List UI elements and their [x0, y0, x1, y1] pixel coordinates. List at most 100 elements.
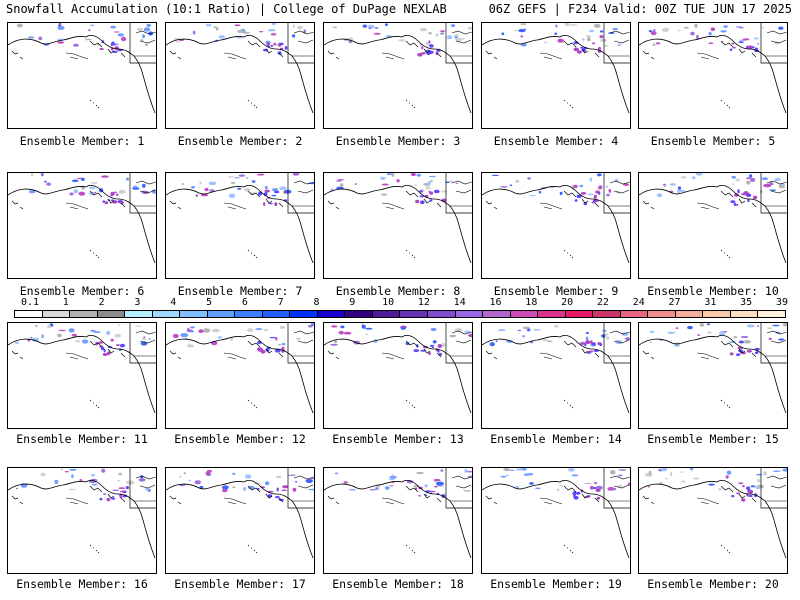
- colorbar-swatch: [455, 311, 484, 317]
- ensemble-member-label: Ensemble Member: 5: [650, 134, 776, 148]
- ensemble-member-map: [481, 322, 631, 429]
- ensemble-member-label: Ensemble Member: 14: [490, 432, 622, 446]
- ensemble-member-map: [638, 322, 788, 429]
- colorbar-tick-label: 10: [382, 297, 395, 308]
- ensemble-member-label: Ensemble Member: 19: [490, 577, 622, 591]
- ensemble-member-label: Ensemble Member: 1: [19, 134, 145, 148]
- colorbar-tick-label: 5: [206, 297, 213, 308]
- colorbar-swatch: [15, 311, 43, 317]
- colorbar-swatch: [675, 311, 704, 317]
- north-pacific-map: [166, 23, 314, 114]
- ensemble-member-map: [165, 172, 315, 279]
- ensemble-member-map: [638, 22, 788, 129]
- colorbar-swatch: [620, 311, 649, 317]
- colorbar-swatch: [42, 311, 71, 317]
- colorbar-swatch: [345, 311, 373, 317]
- north-pacific-map: [324, 23, 472, 114]
- colorbar-swatch: [427, 311, 456, 317]
- map-title: Snowfall Accumulation (10:1 Ratio) | Col…: [6, 2, 447, 16]
- ensemble-member-label: Ensemble Member: 2: [177, 134, 303, 148]
- north-pacific-map: [324, 323, 472, 414]
- ensemble-member-label: Ensemble Member: 12: [174, 432, 306, 446]
- colorbar-tick-label: 16: [489, 297, 502, 308]
- colorbar-tick-label: 31: [704, 297, 717, 308]
- colorbar-swatch: [538, 311, 566, 317]
- ensemble-member-label: Ensemble Member: 16: [16, 577, 148, 591]
- ensemble-member-map: [7, 467, 157, 574]
- colorbar-tick-label: 9: [349, 297, 356, 308]
- colorbar-tick-label: 24: [632, 297, 645, 308]
- ensemble-member-map: [7, 172, 157, 279]
- ensemble-member-map: [165, 22, 315, 129]
- north-pacific-map: [482, 323, 630, 414]
- colorbar-tick-label: 2: [98, 297, 105, 308]
- north-pacific-map: [639, 323, 787, 414]
- colorbar-tick-label: 7: [277, 297, 284, 308]
- ensemble-member-label: Ensemble Member: 18: [332, 577, 464, 591]
- north-pacific-map: [639, 173, 787, 264]
- colorbar-swatch: [70, 311, 98, 317]
- north-pacific-map: [324, 173, 472, 264]
- north-pacific-map: [482, 173, 630, 264]
- ensemble-member-map: [323, 467, 473, 574]
- ensemble-member-map: [323, 172, 473, 279]
- colorbar-tick-label: 8: [313, 297, 320, 308]
- colorbar-swatch: [207, 311, 236, 317]
- colorbar-swatch: [730, 311, 759, 317]
- colorbar-swatch: [125, 311, 153, 317]
- ensemble-member-label: Ensemble Member: 20: [647, 577, 779, 591]
- colorbar-tick-label: 18: [525, 297, 538, 308]
- north-pacific-map: [482, 23, 630, 114]
- colorbar-tick-label: 27: [668, 297, 681, 308]
- ensemble-member-label: Ensemble Member: 3: [335, 134, 461, 148]
- colorbar-swatch: [758, 311, 785, 317]
- north-pacific-map: [482, 468, 630, 559]
- ensemble-member-map: [481, 467, 631, 574]
- colorbar-swatch: [152, 311, 181, 317]
- ensemble-member-label: Ensemble Member: 15: [647, 432, 779, 446]
- north-pacific-map: [8, 323, 156, 414]
- north-pacific-map: [324, 468, 472, 559]
- colorbar-swatch: [510, 311, 539, 317]
- ensemble-member-map: [481, 22, 631, 129]
- north-pacific-map: [8, 173, 156, 264]
- north-pacific-map: [639, 468, 787, 559]
- colorbar-swatch: [400, 311, 428, 317]
- ensemble-member-label: Ensemble Member: 17: [174, 577, 306, 591]
- ensemble-member-map: [165, 467, 315, 574]
- ensemble-member-label: Ensemble Member: 13: [332, 432, 464, 446]
- colorbar-tick-label: 6: [241, 297, 248, 308]
- ensemble-member-label: Ensemble Member: 9: [493, 284, 619, 298]
- ensemble-member-map: [323, 322, 473, 429]
- north-pacific-map: [8, 468, 156, 559]
- colorbar-swatch: [703, 311, 731, 317]
- ensemble-member-map: [638, 172, 788, 279]
- ensemble-member-map: [323, 22, 473, 129]
- colorbar-tick-label: 22: [596, 297, 609, 308]
- colorbar-tick-label: 1: [62, 297, 69, 308]
- colorbar-swatch: [180, 311, 208, 317]
- colorbar-tick-label: 0.1: [20, 297, 40, 308]
- north-pacific-map: [166, 468, 314, 559]
- ensemble-member-label: Ensemble Member: 7: [177, 284, 303, 298]
- ensemble-member-label: Ensemble Member: 8: [335, 284, 461, 298]
- north-pacific-map: [8, 23, 156, 114]
- north-pacific-map: [639, 23, 787, 114]
- colorbar-tick-label: 20: [561, 297, 574, 308]
- colorbar-tick-label: 12: [417, 297, 430, 308]
- ensemble-member-map: [165, 322, 315, 429]
- colorbar-swatch: [262, 311, 291, 317]
- run-valid-time: 06Z GEFS | F234 Valid: 00Z TUE JUN 17 20…: [488, 2, 792, 16]
- colorbar-swatch: [235, 311, 263, 317]
- colorbar-tick-label: 39: [775, 297, 789, 308]
- snowfall-colorbar: [14, 310, 786, 318]
- ensemble-member-map: [638, 467, 788, 574]
- ensemble-member-label: Ensemble Member: 4: [493, 134, 619, 148]
- colorbar-swatch: [317, 311, 346, 317]
- ensemble-member-label: Ensemble Member: 11: [16, 432, 148, 446]
- ensemble-member-map: [481, 172, 631, 279]
- colorbar-swatch: [97, 311, 126, 317]
- colorbar-tick-label: 14: [453, 297, 466, 308]
- colorbar-swatch: [290, 311, 318, 317]
- north-pacific-map: [166, 173, 314, 264]
